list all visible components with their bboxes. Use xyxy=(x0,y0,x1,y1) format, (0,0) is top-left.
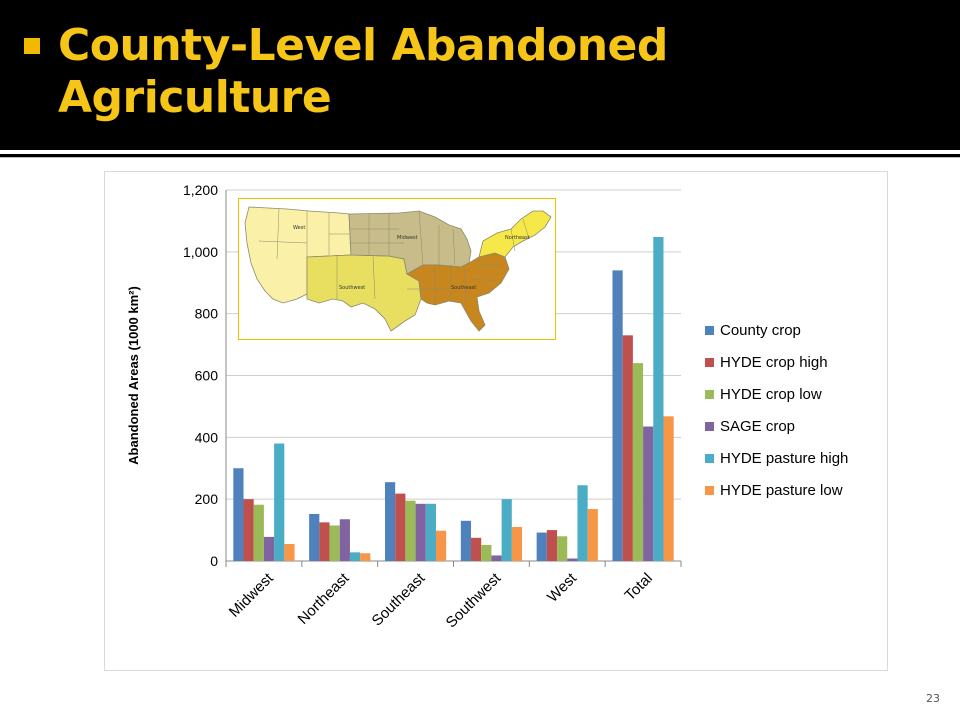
bar xyxy=(425,503,436,561)
page-number: 23 xyxy=(926,692,940,705)
title-divider-thin xyxy=(0,157,960,158)
y-axis-label: Abandoned Areas (1000 km²) xyxy=(126,286,141,465)
us-regions-map: West Midwest Northeast Southeast Southwe… xyxy=(238,198,556,340)
title-divider xyxy=(0,150,960,154)
bar xyxy=(349,552,361,561)
bar xyxy=(546,530,558,561)
bar xyxy=(567,558,578,561)
bar xyxy=(481,544,492,561)
bar xyxy=(319,522,330,561)
bar xyxy=(360,553,371,561)
bar xyxy=(577,485,588,561)
bar xyxy=(253,504,264,561)
legend-label: HYDE pasture low xyxy=(720,482,843,499)
map-region-southeast xyxy=(406,252,510,332)
bar xyxy=(384,482,396,561)
bar xyxy=(339,519,350,561)
legend-swatch xyxy=(705,358,714,367)
bar xyxy=(329,525,340,561)
x-tick-label: Southwest xyxy=(443,569,505,631)
x-tick-label: Total xyxy=(621,570,655,604)
map-label-west: West xyxy=(293,225,305,231)
y-tick-label: 200 xyxy=(195,491,219,507)
bar xyxy=(263,536,275,561)
map-label-northeast: Northeast xyxy=(505,235,530,241)
y-tick-label: 1,200 xyxy=(183,182,218,198)
y-tick-label: 1,000 xyxy=(183,244,218,260)
us-map-drawing: West Midwest Northeast Southeast Southwe… xyxy=(244,206,552,332)
x-tick-label: Midwest xyxy=(226,569,278,621)
legend-swatch xyxy=(705,390,714,399)
bar xyxy=(632,363,644,561)
map-label-midwest: Midwest xyxy=(397,235,418,241)
legend-label: HYDE pasture high xyxy=(720,450,848,467)
bar xyxy=(471,537,482,561)
bar xyxy=(405,500,416,561)
bar xyxy=(395,493,406,561)
map-region-west xyxy=(244,206,352,304)
bar xyxy=(612,270,623,561)
map-state-lines xyxy=(258,208,530,305)
map-region-northeast xyxy=(478,210,552,258)
map-region-southwest xyxy=(306,254,422,332)
legend-label: County crop xyxy=(720,322,801,339)
y-tick-label: 800 xyxy=(195,306,219,322)
legend-label: HYDE crop high xyxy=(720,354,828,371)
legend-swatch xyxy=(705,326,714,335)
y-tick-label: 600 xyxy=(195,368,219,384)
title-bullet-icon xyxy=(24,38,40,54)
y-tick-label: 0 xyxy=(210,553,218,569)
bar xyxy=(501,499,512,561)
bar xyxy=(511,526,523,561)
title-bar: County-Level Abandoned Agriculture xyxy=(0,0,960,150)
bar xyxy=(274,443,285,561)
bar xyxy=(491,555,502,561)
bar xyxy=(557,536,568,561)
bar xyxy=(587,509,598,561)
legend-label: HYDE crop low xyxy=(720,386,822,403)
x-tick-label: Northeast xyxy=(295,569,354,628)
bar xyxy=(284,543,295,561)
bar xyxy=(622,335,633,561)
bar xyxy=(435,530,447,561)
map-label-southwest: Southwest xyxy=(339,285,365,291)
map-label-southeast: Southeast xyxy=(451,285,476,291)
legend-swatch xyxy=(705,486,714,495)
bar xyxy=(653,236,664,561)
bar xyxy=(233,468,244,561)
bar xyxy=(536,532,547,561)
legend-swatch xyxy=(705,422,714,431)
legend-label: SAGE crop xyxy=(720,418,795,435)
x-tick-label: West xyxy=(544,569,581,606)
bar xyxy=(243,499,254,561)
bar xyxy=(460,520,472,561)
legend-swatch xyxy=(705,454,714,463)
bar xyxy=(309,514,320,561)
bar xyxy=(663,416,674,561)
slide-title: County-Level Abandoned Agriculture xyxy=(58,20,668,123)
bar xyxy=(415,503,426,561)
x-tick-label: Southeast xyxy=(369,569,429,629)
bar xyxy=(643,426,654,561)
y-tick-label: 400 xyxy=(195,429,219,445)
